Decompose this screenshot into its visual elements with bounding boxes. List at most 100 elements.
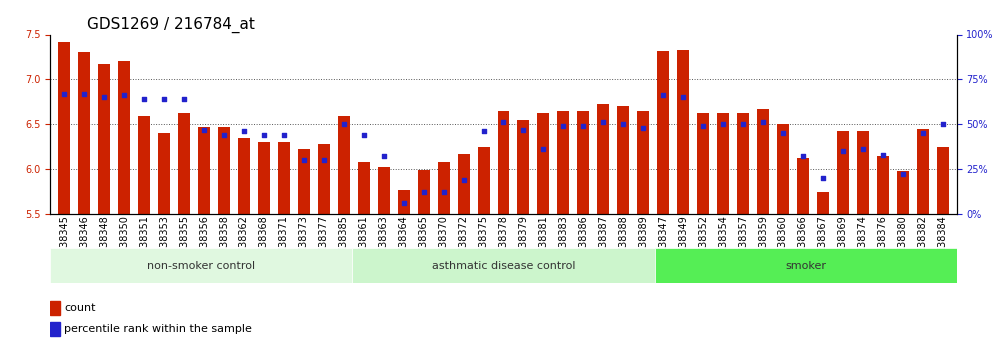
- Bar: [677, 50, 689, 214]
- Point: [575, 123, 591, 129]
- Bar: [937, 147, 949, 214]
- Bar: [378, 167, 390, 214]
- Point: [436, 190, 452, 195]
- Bar: [398, 190, 410, 214]
- Point: [316, 157, 332, 163]
- Bar: [318, 144, 330, 214]
- Bar: [219, 127, 230, 214]
- FancyBboxPatch shape: [352, 248, 655, 283]
- Bar: [717, 112, 729, 214]
- Bar: [79, 52, 91, 214]
- Point: [396, 200, 412, 206]
- Point: [835, 148, 851, 154]
- Text: asthmatic disease control: asthmatic disease control: [432, 261, 575, 270]
- Bar: [817, 193, 829, 214]
- Bar: [518, 120, 530, 214]
- Bar: [50, 322, 60, 336]
- Point: [376, 154, 392, 159]
- Bar: [477, 147, 489, 214]
- Point: [855, 147, 871, 152]
- Bar: [777, 124, 788, 214]
- Bar: [198, 127, 210, 214]
- Bar: [99, 64, 110, 214]
- Bar: [178, 114, 190, 214]
- Bar: [637, 111, 650, 214]
- Point: [695, 123, 711, 129]
- Point: [56, 91, 73, 97]
- Bar: [357, 162, 370, 214]
- Bar: [737, 112, 749, 214]
- Point: [215, 132, 232, 138]
- Bar: [697, 112, 709, 214]
- Point: [136, 96, 152, 102]
- Point: [176, 96, 192, 102]
- Point: [934, 121, 951, 127]
- Point: [775, 130, 792, 136]
- Bar: [916, 129, 928, 214]
- Bar: [258, 142, 270, 214]
- Point: [296, 157, 312, 163]
- Point: [116, 93, 132, 98]
- Point: [196, 127, 212, 132]
- Bar: [837, 131, 849, 214]
- Point: [355, 132, 372, 138]
- Point: [755, 120, 771, 125]
- Point: [875, 152, 891, 157]
- Bar: [577, 111, 589, 214]
- Point: [914, 130, 930, 136]
- Bar: [617, 106, 629, 214]
- Point: [335, 121, 351, 127]
- Bar: [158, 133, 170, 214]
- Text: count: count: [64, 303, 96, 313]
- Point: [675, 95, 691, 100]
- Point: [156, 96, 172, 102]
- Bar: [597, 105, 609, 214]
- Point: [735, 121, 751, 127]
- FancyBboxPatch shape: [50, 248, 352, 283]
- Point: [555, 123, 571, 129]
- Point: [97, 95, 113, 100]
- Point: [495, 120, 512, 125]
- Bar: [658, 51, 670, 214]
- Point: [516, 127, 532, 132]
- Point: [595, 120, 611, 125]
- Point: [236, 129, 252, 134]
- Bar: [50, 301, 60, 315]
- Point: [455, 177, 471, 183]
- FancyBboxPatch shape: [655, 248, 957, 283]
- Bar: [558, 111, 569, 214]
- Point: [256, 132, 272, 138]
- Bar: [797, 158, 809, 214]
- Bar: [238, 138, 250, 214]
- Bar: [298, 149, 310, 214]
- Bar: [278, 142, 290, 214]
- Point: [276, 132, 292, 138]
- Point: [615, 121, 631, 127]
- Text: percentile rank within the sample: percentile rank within the sample: [64, 324, 253, 334]
- Bar: [897, 171, 908, 214]
- Point: [635, 125, 652, 130]
- Bar: [138, 116, 150, 214]
- Point: [536, 147, 552, 152]
- Point: [894, 172, 910, 177]
- Bar: [857, 131, 869, 214]
- Bar: [418, 170, 430, 214]
- Bar: [877, 156, 889, 214]
- Bar: [58, 42, 70, 214]
- Bar: [118, 60, 130, 214]
- Text: non-smoker control: non-smoker control: [147, 261, 256, 270]
- Text: GDS1269 / 216784_at: GDS1269 / 216784_at: [87, 17, 255, 33]
- Point: [715, 121, 731, 127]
- Point: [77, 91, 93, 97]
- Text: smoker: smoker: [785, 261, 826, 270]
- Point: [795, 154, 811, 159]
- Bar: [497, 111, 510, 214]
- Point: [416, 190, 432, 195]
- Bar: [457, 154, 469, 214]
- Bar: [438, 162, 449, 214]
- Point: [475, 129, 491, 134]
- Bar: [757, 109, 769, 214]
- Bar: [337, 116, 349, 214]
- Point: [815, 175, 831, 181]
- Point: [656, 93, 672, 98]
